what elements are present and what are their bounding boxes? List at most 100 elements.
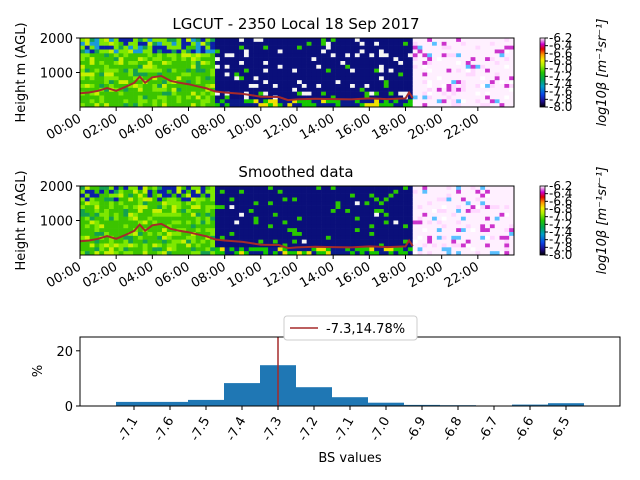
heatmap-cell	[465, 197, 471, 202]
heatmap-cell	[171, 95, 177, 100]
heatmap-cell	[451, 228, 457, 233]
heatmap-cell	[297, 87, 303, 92]
heatmap-cell	[99, 49, 105, 54]
heatmap-cell	[306, 235, 312, 240]
heatmap-cell	[364, 57, 370, 62]
heatmap-cell	[272, 84, 279, 89]
histogram-bar	[116, 401, 152, 406]
heatmap-cell	[239, 61, 245, 66]
heatmap-cell	[480, 57, 486, 62]
heatmap-cell	[417, 61, 423, 66]
heatmap-cell	[229, 201, 235, 206]
heatmap-cell	[475, 41, 481, 46]
heatmap-cell	[403, 76, 409, 81]
heatmap-cell	[133, 205, 139, 210]
heatmap-cell	[407, 243, 414, 248]
heatmap-cell	[190, 224, 197, 229]
heatmap-cell	[123, 76, 129, 81]
heatmap-cell	[215, 84, 221, 89]
heatmap-cell	[99, 84, 105, 89]
heatmap-cell	[350, 193, 356, 198]
heatmap-cell	[422, 76, 428, 81]
heatmap-cell	[104, 38, 110, 43]
heatmap-cell	[258, 41, 264, 46]
heatmap-cell	[359, 186, 365, 191]
heatmap-cell	[436, 80, 442, 85]
heatmap-cell	[393, 41, 399, 46]
heatmap-cell	[364, 38, 370, 43]
heatmap-cell	[393, 197, 399, 202]
heatmap-cell	[258, 224, 264, 229]
heatmap-cell	[306, 193, 312, 198]
heatmap-cell	[243, 45, 250, 50]
heatmap-cell	[432, 186, 438, 191]
heatmap-cell	[186, 38, 192, 43]
heatmap-cell	[248, 87, 254, 92]
heatmap-cell	[340, 38, 346, 43]
heatmap-cell	[80, 84, 86, 89]
heatmap-cell	[374, 91, 380, 96]
heatmap-cell	[297, 38, 303, 43]
heatmap-cell	[301, 209, 307, 214]
heatmap-cell	[340, 251, 346, 256]
heatmap-cell	[239, 87, 245, 92]
heatmap-cell	[80, 201, 86, 206]
heatmap-cell	[243, 68, 250, 73]
heatmap-cell	[277, 91, 283, 96]
heatmap-cell	[509, 45, 515, 50]
heatmap-cell	[432, 95, 438, 100]
heatmap-cell	[166, 186, 172, 191]
heatmap-cell	[446, 38, 452, 43]
histogram-bar	[404, 404, 440, 406]
heatmap-cell	[311, 201, 317, 206]
heatmap-cell	[393, 235, 399, 240]
heatmap-cell	[229, 87, 235, 92]
heatmap-cell	[258, 72, 264, 77]
heatmap-cell	[456, 209, 462, 214]
heatmap-cell	[94, 251, 100, 256]
heatmap-cell	[350, 189, 356, 194]
heatmap-cell	[383, 95, 389, 100]
heatmap-cell	[470, 193, 476, 198]
heatmap-cell	[147, 68, 153, 73]
heatmap-cell	[427, 45, 433, 50]
heatmap-cell	[210, 232, 216, 237]
heatmap-cell	[456, 189, 462, 194]
heatmap-cell	[80, 224, 86, 229]
heatmap-cell	[393, 87, 399, 92]
heatmap-cell	[272, 251, 279, 256]
heatmap-cell	[316, 239, 322, 244]
heatmap-cell	[210, 247, 216, 252]
heatmap-cell	[157, 197, 163, 202]
heatmap-cell	[272, 72, 279, 77]
heatmap-cell	[393, 45, 399, 50]
heatmap-cell	[359, 84, 365, 89]
y-tick-label: 20	[56, 345, 73, 360]
heatmap-cell	[200, 239, 206, 244]
heatmap-cell	[243, 216, 250, 221]
heatmap-cell	[161, 235, 168, 240]
heatmap-cell	[509, 84, 515, 89]
heatmap-cell	[118, 239, 124, 244]
heatmap-cell	[195, 197, 201, 202]
heatmap-cell	[460, 209, 467, 214]
heatmap-cell	[345, 87, 351, 92]
heatmap-cell	[485, 228, 491, 233]
heatmap-cell	[350, 197, 356, 202]
heatmap-cell	[248, 57, 254, 62]
smoothed-panel: Smoothed data 00:0002:0004:0006:0008:001…	[14, 163, 610, 291]
heatmap-cell	[147, 64, 153, 69]
heatmap-cell	[181, 68, 187, 73]
heatmap-cell	[268, 239, 274, 244]
heatmap-cell	[427, 224, 433, 229]
heatmap-cell	[224, 212, 230, 217]
heatmap-cell	[137, 57, 143, 62]
heatmap-cell	[166, 216, 172, 221]
heatmap-cell	[321, 235, 327, 240]
x-tick-label: 04:00	[116, 259, 156, 291]
heatmap-cell	[239, 186, 245, 191]
heatmap-cell	[161, 49, 168, 54]
heatmap-cell	[277, 45, 283, 50]
heatmap-cell	[485, 64, 491, 69]
heatmap-cell	[268, 212, 274, 217]
